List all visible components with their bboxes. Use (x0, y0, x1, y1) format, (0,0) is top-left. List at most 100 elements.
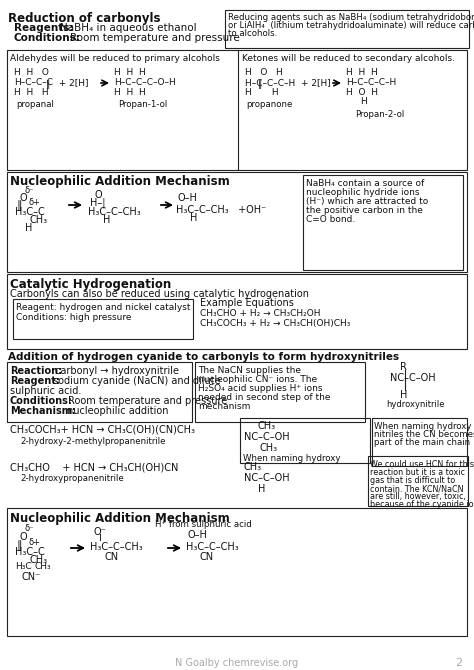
Text: CN: CN (105, 552, 119, 562)
Text: H–C–C–C–H  + 2[H]: H–C–C–C–H + 2[H] (245, 78, 331, 87)
Text: H₃C–C–CH₃: H₃C–C–CH₃ (88, 207, 141, 217)
Text: NC–C–OH: NC–C–OH (244, 432, 290, 442)
Text: to alcohols.: to alcohols. (228, 29, 277, 38)
Text: O–H: O–H (188, 530, 208, 540)
Text: O–H: O–H (178, 193, 198, 203)
Text: H  H   H: H H H (14, 88, 49, 97)
Bar (195, 362, 365, 422)
Text: Mechanism:: Mechanism: (10, 406, 76, 416)
Text: Reducing agents such as NaBH₄ (sodium tetrahydridoborate): Reducing agents such as NaBH₄ (sodium te… (228, 13, 474, 22)
Text: We could use HCN for this: We could use HCN for this (370, 460, 474, 469)
Bar (372, 418, 467, 466)
Text: 2: 2 (455, 658, 462, 668)
Text: Ketones will be reduced to secondary alcohols.: Ketones will be reduced to secondary alc… (242, 54, 455, 63)
Text: ∥: ∥ (17, 540, 23, 551)
Text: Room temperature and pressure: Room temperature and pressure (70, 33, 240, 43)
Text: H–C–C–C: H–C–C–C (14, 78, 53, 87)
Text: When naming hydroxy: When naming hydroxy (243, 454, 340, 463)
Text: CN⁻: CN⁻ (22, 572, 41, 582)
Text: H       H: H H (245, 88, 279, 97)
Text: δ+: δ+ (29, 538, 41, 547)
Text: NaBH₄ in aqueous ethanol: NaBH₄ in aqueous ethanol (60, 23, 197, 33)
Text: Reagents:: Reagents: (14, 23, 73, 33)
Text: The NaCN supplies the: The NaCN supplies the (198, 366, 301, 375)
Bar (7, 274, 467, 349)
Text: Reagent: hydrogen and nickel catalyst: Reagent: hydrogen and nickel catalyst (16, 303, 191, 312)
Text: H–C–C–C–O–H: H–C–C–C–O–H (114, 78, 176, 87)
Text: H₃C: H₃C (15, 562, 32, 571)
Text: + 2[H]: + 2[H] (53, 78, 89, 87)
Text: ∥: ∥ (17, 200, 23, 211)
Text: H–C–C–C–H: H–C–C–C–H (346, 78, 396, 87)
Text: or LiAlH₄  (lithium tetrahydridoaluminate) will reduce carbonyls: or LiAlH₄ (lithium tetrahydridoaluminate… (228, 21, 474, 30)
Text: H₃C–C–CH₃   +OH⁻: H₃C–C–CH₃ +OH⁻ (176, 205, 266, 215)
Text: CH₃CHO    + HCN → CH₃CH(OH)CN: CH₃CHO + HCN → CH₃CH(OH)CN (10, 462, 178, 472)
Text: δ+: δ+ (29, 198, 41, 207)
Bar (7, 172, 467, 272)
Text: Carbonyls can also be reduced using catalytic hydrogenation: Carbonyls can also be reduced using cata… (10, 289, 309, 299)
Text: O: O (20, 193, 27, 203)
Text: Conditions:: Conditions: (10, 396, 73, 406)
Text: H: H (360, 97, 367, 106)
Text: CH₃COCH₃+ HCN → CH₃C(OH)(CN)CH₃: CH₃COCH₃+ HCN → CH₃C(OH)(CN)CH₃ (10, 425, 195, 435)
Text: carbonyl → hydroxynitrile: carbonyl → hydroxynitrile (55, 366, 179, 376)
Text: hydroxynitrile: hydroxynitrile (386, 400, 445, 409)
Text: δ⁻: δ⁻ (25, 186, 35, 195)
Text: (H⁻) which are attracted to: (H⁻) which are attracted to (306, 197, 428, 206)
Text: H: H (400, 390, 407, 400)
Text: contain. The KCN/NaCN: contain. The KCN/NaCN (370, 484, 464, 493)
Text: R: R (400, 362, 407, 372)
Text: CH₃: CH₃ (260, 443, 278, 453)
Text: H⁺ from sulphuric acid: H⁺ from sulphuric acid (155, 520, 252, 529)
Text: Catalytic Hydrogenation: Catalytic Hydrogenation (10, 278, 171, 291)
Bar (240, 418, 370, 463)
Text: H₃C–C–CH₃: H₃C–C–CH₃ (90, 542, 143, 552)
Bar (13, 299, 193, 339)
Text: O: O (95, 190, 103, 200)
Text: H  H  H: H H H (114, 88, 146, 97)
Text: O: O (20, 532, 27, 542)
Text: propanone: propanone (246, 100, 292, 109)
Text: CH₃COCH₃ + H₂ → CH₃CH(OH)CH₃: CH₃COCH₃ + H₂ → CH₃CH(OH)CH₃ (200, 319, 350, 328)
Text: H: H (258, 484, 265, 494)
Text: H   O   H: H O H (245, 68, 283, 77)
Text: H  H   O: H H O (14, 68, 49, 77)
Text: Nucleophilic Addition Mechanism: Nucleophilic Addition Mechanism (10, 512, 230, 525)
Text: Conditions: high pressure: Conditions: high pressure (16, 313, 131, 322)
Bar (368, 456, 468, 506)
Text: CH₃: CH₃ (35, 562, 52, 571)
Text: H₂SO₄ acid supplies H⁺ ions: H₂SO₄ acid supplies H⁺ ions (198, 384, 322, 393)
Text: H  H  H: H H H (114, 68, 146, 77)
Bar (7, 362, 192, 422)
Text: H: H (190, 213, 197, 223)
Text: H₃C–C–CH₃: H₃C–C–CH₃ (186, 542, 239, 552)
Text: nucleophilic hydride ions: nucleophilic hydride ions (306, 188, 419, 197)
Text: Propan-1-ol: Propan-1-ol (118, 100, 167, 109)
Text: Addition of hydrogen cyanide to carbonyls to form hydroxynitriles: Addition of hydrogen cyanide to carbonyl… (8, 352, 399, 362)
Text: Propan-2-ol: Propan-2-ol (355, 110, 404, 119)
Text: O⁻: O⁻ (94, 527, 107, 537)
Text: ‖: ‖ (46, 80, 50, 89)
Text: CH₃: CH₃ (244, 462, 262, 472)
Text: nitriles the CN becomes: nitriles the CN becomes (374, 430, 474, 439)
Text: Aldehydes will be reduced to primary alcohols: Aldehydes will be reduced to primary alc… (10, 54, 220, 63)
Text: nucleophilic addition: nucleophilic addition (67, 406, 168, 416)
Text: 2-hydroxypropanenitrile: 2-hydroxypropanenitrile (20, 474, 124, 483)
Text: N Goalby chemrevise.org: N Goalby chemrevise.org (175, 658, 299, 668)
Text: C=O bond.: C=O bond. (306, 215, 355, 224)
Text: NC–C–OH: NC–C–OH (244, 473, 290, 483)
Text: part of the main chain: part of the main chain (374, 438, 470, 447)
Text: needed in second step of the: needed in second step of the (198, 393, 330, 402)
Text: CH₃: CH₃ (30, 215, 48, 225)
Text: 2-hydroxy-2-methylpropanenitrile: 2-hydroxy-2-methylpropanenitrile (20, 437, 165, 446)
Text: Example Equations: Example Equations (200, 298, 294, 308)
Text: NC–C–OH: NC–C–OH (390, 373, 436, 383)
Text: H–|: H–| (90, 198, 106, 208)
Bar (225, 10, 469, 48)
Text: CH₃: CH₃ (258, 421, 276, 431)
Bar (7, 50, 467, 170)
Text: H: H (25, 223, 32, 233)
Text: because of the cyanide ion.: because of the cyanide ion. (370, 500, 474, 509)
Text: sodium cyanide (NaCN) and dilute: sodium cyanide (NaCN) and dilute (53, 376, 220, 386)
Text: CH₃: CH₃ (30, 555, 48, 565)
